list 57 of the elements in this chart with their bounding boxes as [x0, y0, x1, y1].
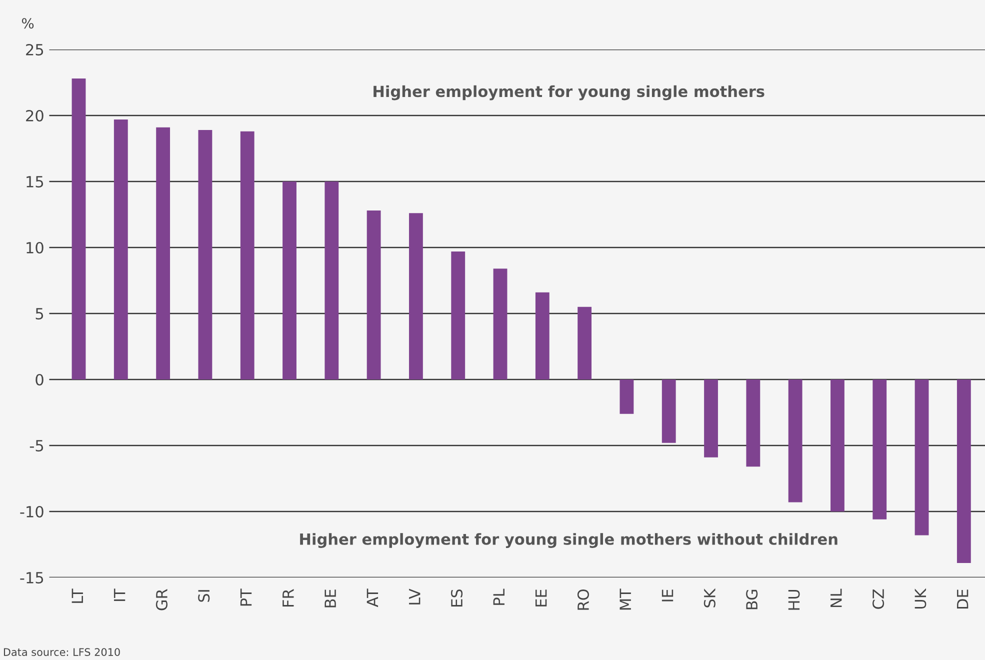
bar [956, 380, 971, 563]
source-note: Data source: LFS 2010 [4, 648, 120, 656]
bar [620, 380, 634, 414]
bar [156, 127, 170, 380]
y-tick-label: 5 [36, 308, 44, 320]
x-tick-label: SK [704, 588, 716, 608]
bar [578, 306, 592, 380]
x-tick-label: LV [409, 588, 420, 604]
bar [451, 251, 466, 380]
bar [746, 380, 760, 467]
x-tick-label: HU [788, 590, 800, 610]
bar [409, 213, 423, 380]
x-tick-label: IT [114, 588, 126, 601]
y-tick-label: 10 [26, 242, 44, 254]
y-tick-label: -5 [30, 440, 44, 452]
bar [324, 182, 339, 380]
x-tick-label: AT [366, 588, 378, 608]
x-tick-label: MT [620, 588, 631, 610]
x-tick-label: CZ [872, 589, 884, 609]
bar [662, 380, 676, 443]
bar [872, 380, 887, 520]
y-tick-label: 0 [36, 374, 44, 386]
x-tick-label: RO [577, 589, 589, 610]
annotation: Higher employment for young single mothers [374, 85, 764, 100]
x-tick-label: FR [282, 589, 294, 607]
y-tick-label: 25 [26, 44, 44, 56]
bar [366, 210, 381, 380]
x-tick-label: NL [830, 588, 842, 608]
x-tick-label: PL [493, 588, 504, 605]
y-tick-label: -15 [20, 572, 44, 584]
x-tick-label: SI [198, 590, 210, 602]
annotation: Higher employment for young single mothers without children [300, 533, 838, 548]
bar [198, 130, 212, 380]
y-axis-title: % [22, 18, 34, 29]
bar [788, 380, 802, 502]
bar [72, 78, 86, 380]
bar [282, 182, 296, 380]
bar [830, 380, 844, 512]
x-tick-label: BG [746, 590, 758, 610]
bar [240, 131, 254, 380]
y-tick-label: 20 [26, 110, 44, 122]
x-tick-label: LT [72, 588, 83, 603]
x-tick-label: BE [324, 590, 336, 608]
bar [704, 380, 718, 458]
bar [114, 119, 128, 380]
x-tick-label: PT [240, 588, 252, 606]
bar [914, 380, 929, 536]
x-tick-label: DE [957, 590, 968, 609]
x-tick-label: EE [535, 590, 547, 606]
y-tick-label: 15 [26, 176, 44, 188]
x-tick-label: UK [914, 588, 926, 608]
bar [493, 268, 508, 380]
bar [535, 292, 550, 380]
x-tick-label: GR [156, 589, 168, 610]
y-tick-label: -10 [20, 506, 44, 518]
x-tick-label: ES [450, 589, 463, 606]
x-tick-label: IE [662, 590, 674, 602]
